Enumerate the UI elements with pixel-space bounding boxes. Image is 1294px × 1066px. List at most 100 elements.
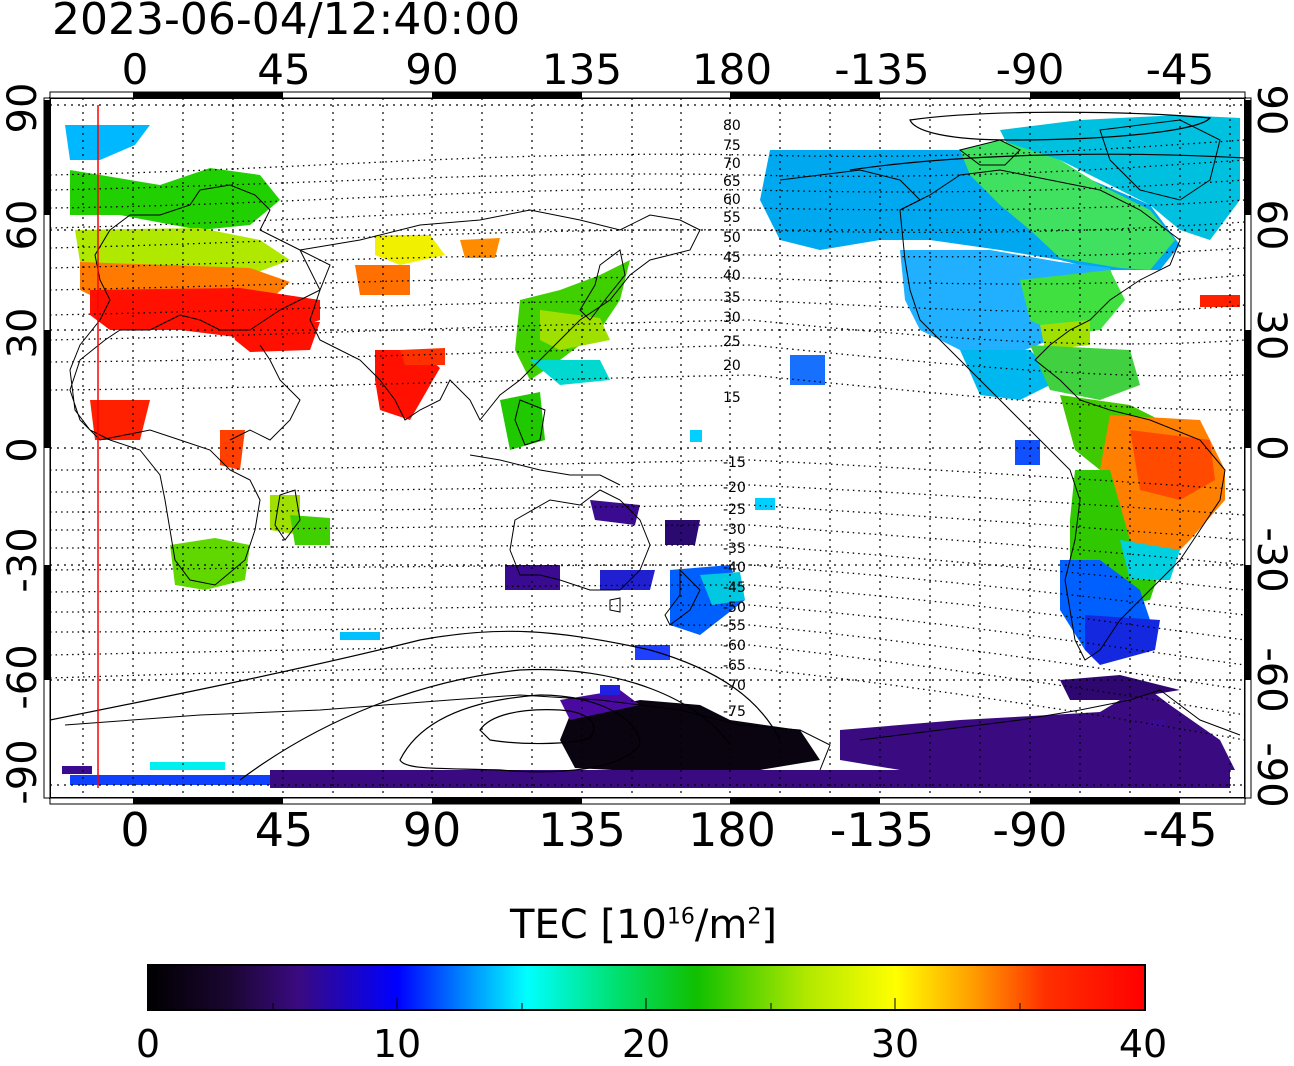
tec-patch-brazil-core	[1130, 430, 1215, 500]
lat-tick-left: 60	[0, 200, 46, 251]
contour-label: 45	[723, 250, 741, 266]
contour-label: 35	[723, 290, 741, 306]
tec-patch-antarctic-dark	[560, 700, 820, 772]
map-border-bands	[43, 91, 1252, 805]
colorbar-title-unit: /m	[694, 902, 748, 948]
contour-label: 40	[723, 268, 741, 284]
lon-tick-bottom: -90	[992, 803, 1067, 857]
contour-label: -70	[723, 678, 746, 694]
lat-tick-left: -60	[0, 644, 46, 709]
contour-label: -30	[723, 522, 746, 538]
graticule	[50, 98, 1245, 798]
lat-tick-left: 90	[0, 83, 46, 134]
tec-band-south	[270, 770, 1230, 788]
tec-patch-mexico	[960, 350, 1060, 400]
tec-patch-tasman	[665, 520, 700, 545]
tec-patch-nz-cyan	[700, 572, 745, 605]
tec-patch-scandinavia	[70, 168, 280, 230]
colorbar-minor-ticks	[272, 998, 1021, 1010]
lat-tick-left: -30	[0, 527, 46, 592]
colorbar-title-exponent: 16	[666, 904, 695, 930]
lat-ticks-left: 90 60 30 0 -30 -60 -90	[0, 83, 46, 805]
tec-patch-india-north	[400, 348, 445, 365]
lon-tick-bottom: -135	[830, 803, 934, 857]
contour-label: -40	[723, 560, 746, 576]
contour-label: -25	[723, 502, 746, 518]
contour-label: 65	[723, 174, 741, 190]
lon-ticks-top: 0 45 90 135 180 -135 -90 -45	[122, 45, 1215, 94]
tec-patch-caribbean	[1030, 345, 1140, 400]
tec-patch-antarctic-east	[840, 690, 1235, 770]
magnetic-contours-solid	[50, 111, 1245, 781]
lat-ticks-right: 90 60 30 0 -30 -60 -90	[1248, 85, 1294, 808]
tec-patch-india	[375, 350, 440, 420]
lon-tick-bottom: 180	[688, 803, 776, 857]
colorbar-tick: 30	[870, 1022, 920, 1066]
tec-patch-africa-mid	[290, 515, 330, 545]
contour-label: 80	[723, 118, 741, 134]
lat-tick-left: 0	[0, 437, 46, 462]
tec-patch-pacific-blue	[790, 355, 825, 385]
lon-tick-top: -90	[996, 45, 1065, 94]
contour-labels: 80 75 70 65 60 55 50 45 40 35 30 25 20 1…	[723, 118, 746, 720]
lon-tick-bottom: 45	[255, 803, 314, 857]
tec-patch-australia-3	[600, 570, 655, 590]
tec-patch-northern-europe	[75, 228, 290, 275]
tec-patch-arctic-atlantic	[65, 125, 150, 160]
lon-ticks-bottom: 0 45 90 135 180 -135 -90 -45	[120, 803, 1217, 857]
tec-band-south-west	[70, 775, 270, 785]
lat-tick-left: 30	[0, 308, 46, 359]
contour-label: -75	[723, 704, 746, 720]
tec-patch-southern-africa	[170, 538, 250, 590]
colorbar-title-exponent-2: 2	[747, 904, 762, 930]
tec-patch-sea-asia	[500, 392, 545, 450]
contour-label: 20	[723, 358, 741, 374]
lat-tick-right: 60	[1248, 200, 1294, 251]
contour-label: -20	[723, 480, 746, 496]
colorbar-title-main: TEC [10	[510, 902, 667, 948]
lon-tick-bottom: 90	[403, 803, 462, 857]
lon-tick-bottom: 0	[120, 803, 149, 857]
lat-tick-right: 0	[1248, 435, 1294, 460]
lat-tick-right: -30	[1248, 527, 1294, 592]
tec-patch-arctic-canada	[1000, 115, 1240, 240]
contour-label: -55	[723, 618, 746, 634]
tec-patch-central-asia-1	[375, 235, 445, 265]
tec-patch-south-america-tip	[1085, 615, 1160, 665]
colorbar-tick: 20	[621, 1022, 671, 1066]
lon-tick-top: -45	[1146, 45, 1215, 94]
contour-label: 75	[723, 138, 741, 154]
colorbar-tick: 0	[135, 1022, 161, 1066]
lon-tick-top: 0	[122, 45, 149, 94]
colorbar-tick: 40	[1118, 1022, 1168, 1066]
colorbar-title: TEC [1016/m2]	[510, 902, 777, 948]
lon-tick-top: 135	[542, 45, 622, 94]
contour-label: 70	[723, 156, 741, 172]
lon-tick-top: 45	[257, 45, 310, 94]
tec-patch-usa-east	[1020, 270, 1125, 335]
tec-patch-south-america-cyan	[1120, 540, 1180, 580]
contour-label: -45	[723, 580, 746, 596]
contour-label: -35	[723, 541, 746, 557]
lat-tick-right: 30	[1248, 310, 1294, 361]
timestamp: 2023-06-04/12:40:00	[52, 0, 521, 45]
colorbar	[147, 964, 1146, 1011]
tec-patch-mongolia	[460, 238, 500, 258]
lon-tick-top: 180	[692, 45, 772, 94]
lon-tick-top: 90	[405, 45, 458, 94]
lon-tick-bottom: 135	[538, 803, 626, 857]
contour-label: -60	[723, 638, 746, 654]
lat-tick-left: -90	[0, 739, 46, 804]
colorbar-tick: 10	[372, 1022, 422, 1066]
tec-data-layer	[62, 115, 1240, 788]
contour-label: -50	[723, 600, 746, 616]
contour-label: 25	[723, 334, 741, 350]
tec-patch-africa-west	[90, 400, 150, 440]
lat-tick-right: -60	[1248, 647, 1294, 712]
contour-label: 15	[723, 390, 741, 406]
contour-label: -65	[723, 658, 746, 674]
tec-band-cyan	[150, 762, 225, 770]
contour-label: 55	[723, 210, 741, 226]
contour-label: -15	[723, 455, 746, 471]
